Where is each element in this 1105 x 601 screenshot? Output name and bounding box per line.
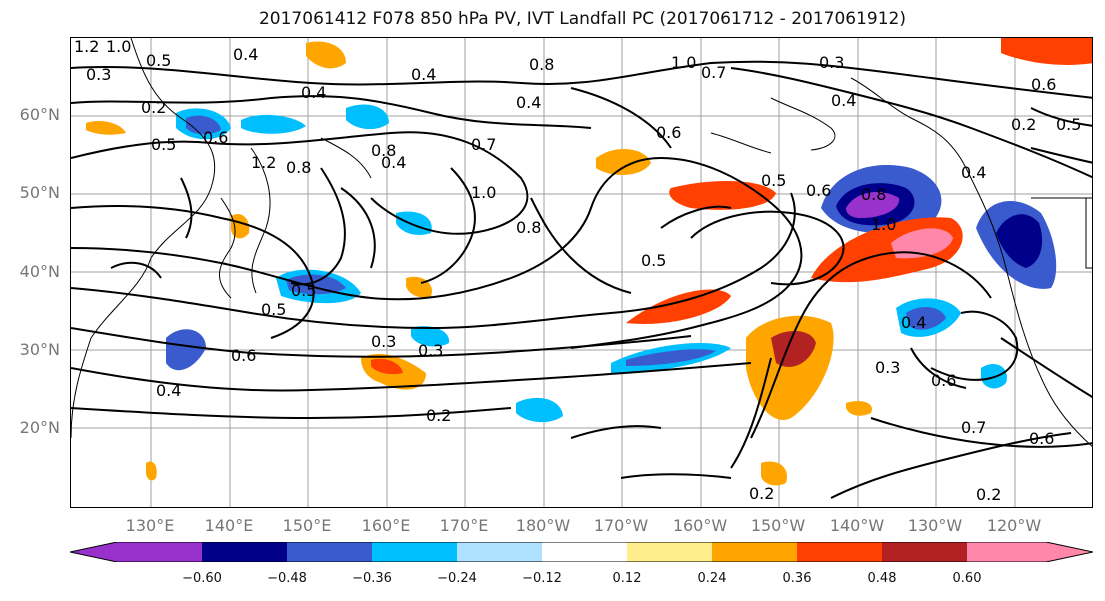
map-title: 2017061412 F078 850 hPa PV, IVT Landfall…: [258, 9, 906, 29]
colorbar-tick: 0.12: [612, 571, 642, 586]
contour-label-group: 1.2 1.0 0.5 0.3 0.4 0.4 0.4 0.4 0.8 1.0 …: [74, 38, 1081, 504]
contour-label: 0.3: [875, 358, 900, 377]
colorbar-tick: −0.48: [267, 571, 307, 586]
contour-label: 0.5: [641, 251, 666, 270]
contour-label: 0.5: [146, 51, 171, 70]
contour-label: 0.6: [931, 371, 956, 390]
contour-label: 0.7: [961, 418, 986, 437]
lon-label-170e: 170°E: [439, 516, 489, 535]
contour-label: 0.5: [151, 135, 176, 154]
colorbar: [70, 542, 1093, 562]
contour-label: 0.4: [961, 163, 986, 182]
colorbar-segment: [202, 542, 287, 562]
contour-label: 0.5: [1056, 115, 1081, 134]
ivt-contours: [71, 60, 1092, 499]
colorbar-tick: 0.48: [867, 571, 897, 586]
contour-label: 0.6: [203, 128, 228, 147]
shaded-anomalies: [86, 38, 1092, 486]
colorbar-segment: [70, 542, 202, 562]
contour-label: 0.6: [1031, 75, 1056, 94]
contour-label: 0.2: [426, 406, 451, 425]
contour-label: 0.6: [656, 123, 681, 142]
contour-label: 1.0: [871, 215, 896, 234]
contour-label: 0.4: [156, 381, 181, 400]
contour-label: 0.3: [418, 341, 443, 360]
contour-label: 0.5: [291, 281, 316, 300]
contour-label: 0.4: [301, 83, 326, 102]
contour-label: 0.4: [831, 91, 856, 110]
contour-label: 0.3: [86, 65, 111, 84]
contour-label: 0.6: [1029, 429, 1054, 448]
lon-label-160e: 160°E: [361, 516, 411, 535]
lat-label-60n: 60°N: [19, 105, 60, 124]
contour-label: 1.0: [671, 53, 696, 72]
colorbar-segment: [457, 542, 542, 562]
contour-label: 1.2: [74, 38, 99, 56]
colorbar-segment: [967, 542, 1093, 562]
colorbar-tick: −0.24: [437, 571, 477, 586]
contour-label: 0.5: [761, 171, 786, 190]
colorbar-tick: 0.36: [782, 571, 812, 586]
lon-label-180w: 180°W: [515, 516, 571, 535]
lon-label-130w: 130°W: [907, 516, 963, 535]
contour-label: 1.0: [106, 38, 131, 56]
contour-label: 0.2: [1011, 115, 1036, 134]
contour-label: 0.6: [231, 346, 256, 365]
lon-label-150e: 150°E: [282, 516, 332, 535]
coastlines: [71, 38, 1092, 447]
contour-label: 0.7: [701, 63, 726, 82]
colorbar-tick: 0.60: [952, 571, 982, 586]
colorbar-segment: [542, 542, 627, 562]
lon-label-120w: 120°W: [986, 516, 1042, 535]
colorbar-segment: [627, 542, 712, 562]
colorbar-segment: [882, 542, 967, 562]
contour-label: 0.8: [529, 55, 554, 74]
contour-label: 0.8: [371, 141, 396, 160]
graticule: [71, 38, 1092, 507]
contour-label: 0.2: [976, 485, 1001, 504]
contour-label: 0.2: [141, 98, 166, 117]
contour-label: 0.7: [471, 135, 496, 154]
lon-label-170w: 170°W: [593, 516, 649, 535]
contour-label: 1.0: [471, 183, 496, 202]
lon-label-140w: 140°W: [829, 516, 885, 535]
contour-label: 0.8: [516, 218, 541, 237]
lon-label-160w: 160°W: [672, 516, 728, 535]
colorbar-segment: [287, 542, 372, 562]
lat-label-30n: 30°N: [19, 340, 60, 359]
colorbar-tick: −0.12: [522, 571, 562, 586]
lat-label-40n: 40°N: [19, 262, 60, 281]
colorbar-segment: [797, 542, 882, 562]
contour-label: 0.4: [516, 93, 541, 112]
contour-label: 0.8: [861, 185, 886, 204]
contour-label: 0.3: [371, 332, 396, 351]
contour-label: 1.2: [251, 153, 276, 172]
contour-label: 0.8: [286, 158, 311, 177]
lon-label-150w: 150°W: [750, 516, 806, 535]
contour-label: 0.6: [806, 181, 831, 200]
map-panel: 1.2 1.0 0.5 0.3 0.4 0.4 0.4 0.4 0.8 1.0 …: [70, 37, 1093, 508]
map-canvas: 1.2 1.0 0.5 0.3 0.4 0.4 0.4 0.4 0.8 1.0 …: [71, 38, 1092, 507]
colorbar-segment: [372, 542, 457, 562]
contour-label: 0.4: [233, 45, 258, 64]
contour-label: 0.2: [749, 484, 774, 503]
contour-label: 0.4: [411, 65, 436, 84]
contour-label: 0.4: [901, 313, 926, 332]
contour-label: 0.4: [381, 153, 406, 172]
lat-label-20n: 20°N: [19, 418, 60, 437]
colorbar-tick: −0.60: [182, 571, 222, 586]
lat-label-50n: 50°N: [19, 183, 60, 202]
contour-label: 0.3: [819, 53, 844, 72]
contour-label: 0.5: [261, 300, 286, 319]
lon-label-130e: 130°E: [125, 516, 175, 535]
colorbar-tick: −0.36: [352, 571, 392, 586]
colorbar-tick: 0.24: [697, 571, 727, 586]
lon-label-140e: 140°E: [204, 516, 254, 535]
colorbar-segment: [712, 542, 797, 562]
